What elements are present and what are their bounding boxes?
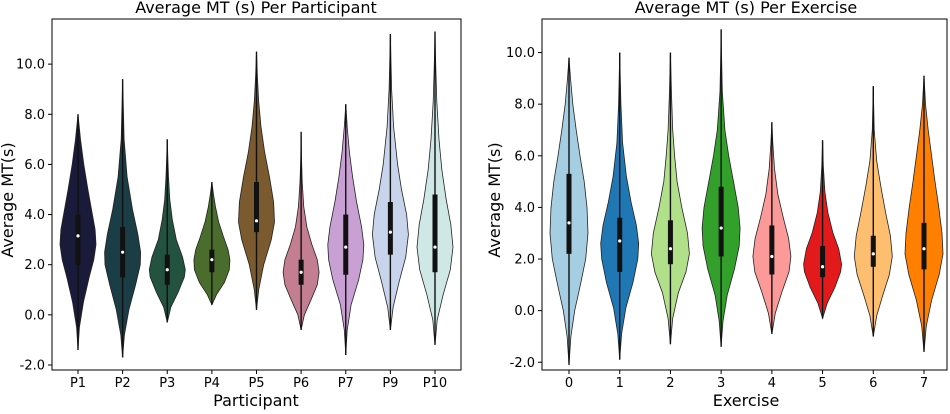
violin-iqr-box — [718, 186, 724, 257]
x-tick-label: P7 — [338, 376, 354, 391]
exercise-violin-panel: Average MT (s) Per Exercise Exercise Ave… — [485, 0, 948, 410]
y-tick-label: 0.0 — [24, 308, 45, 323]
violin-iqr-box — [667, 220, 673, 265]
y-tick-label: 4.0 — [514, 201, 535, 216]
x-tick-label: 4 — [768, 376, 776, 391]
violin-median — [719, 226, 723, 230]
violin-median — [922, 247, 926, 251]
y-tick-label: 10.0 — [506, 46, 535, 61]
violin-iqr-box — [254, 181, 259, 233]
violin-iqr-box — [870, 235, 876, 267]
violin-median — [871, 252, 875, 256]
violin-median — [433, 245, 437, 249]
x-tick-label: P4 — [204, 376, 220, 391]
y-tick-label: 6.0 — [514, 149, 535, 164]
y-axis-label: Average MT(s) — [485, 142, 504, 257]
y-tick-label: 4.0 — [24, 208, 45, 223]
x-tick-label: 5 — [818, 376, 826, 391]
violin-median — [121, 250, 125, 254]
y-tick-label: -2.0 — [510, 356, 535, 371]
x-tick-label: 0 — [565, 376, 573, 391]
violin-median — [820, 265, 825, 269]
violin-median — [254, 219, 259, 223]
violin-iqr-box — [617, 217, 623, 272]
violin-iqr-box — [566, 173, 572, 254]
violin-iqr-box — [343, 214, 349, 275]
violin-median — [299, 270, 303, 274]
x-tick-label: 7 — [920, 376, 928, 391]
chart-title: Average MT (s) Per Exercise — [635, 0, 858, 17]
violin-median — [76, 234, 80, 238]
violin-median — [344, 245, 348, 249]
x-tick-label: P1 — [70, 376, 86, 391]
y-tick-label: 6.0 — [24, 158, 45, 173]
x-tick-label: P10 — [423, 376, 447, 391]
x-tick-label: 3 — [717, 376, 725, 391]
violin-iqr-box — [75, 214, 81, 265]
violin-iqr-box — [769, 225, 775, 275]
chart-title: Average MT (s) Per Participant — [135, 0, 377, 17]
y-tick-label: 10.0 — [16, 58, 45, 73]
y-tick-label: 2.0 — [514, 253, 535, 268]
participant-violin-panel: Average MT (s) Per Participant Participa… — [0, 0, 462, 410]
plot-area: -2.0 0.0 2.0 4.0 6.0 8.0 10.0 0 1 2 3 4 5 6 7 — [506, 18, 948, 391]
violin-iqr-box — [921, 222, 927, 270]
violin-iqr-box — [820, 246, 826, 278]
violin-median — [165, 268, 169, 272]
y-tick-label: 8.0 — [514, 98, 535, 113]
x-tick-label: P5 — [248, 376, 264, 391]
x-tick-label: P6 — [293, 376, 309, 391]
x-tick-label: 1 — [616, 376, 624, 391]
violin-iqr-box — [432, 194, 438, 273]
violin-median — [668, 247, 673, 251]
x-tick-label: P3 — [159, 376, 175, 391]
violin-median — [388, 230, 392, 234]
x-tick-label: P2 — [115, 376, 131, 391]
plot-area: -2.0 0.0 2.0 4.0 6.0 8.0 10.0 P1 P2 P3 P4 P5 P6 P7 P9 P… — [16, 18, 462, 391]
y-tick-label: 0.0 — [514, 304, 535, 319]
x-tick-label: 6 — [869, 376, 877, 391]
x-tick-label: P9 — [382, 376, 398, 391]
y-tick-label: 8.0 — [24, 108, 45, 123]
axes-frame — [541, 18, 948, 371]
y-tick-label: 2.0 — [24, 258, 45, 273]
violin-median — [770, 254, 774, 259]
violin-median — [567, 221, 571, 225]
y-tick-label: -2.0 — [20, 358, 45, 373]
x-axis-label: Participant — [213, 391, 299, 410]
x-axis-label: Exercise — [713, 391, 780, 410]
x-tick-label: 2 — [666, 376, 674, 391]
violin-iqr-box — [387, 202, 393, 255]
violin-median — [210, 258, 214, 262]
y-axis-label: Average MT(s) — [0, 142, 17, 257]
violin-median — [618, 239, 622, 243]
